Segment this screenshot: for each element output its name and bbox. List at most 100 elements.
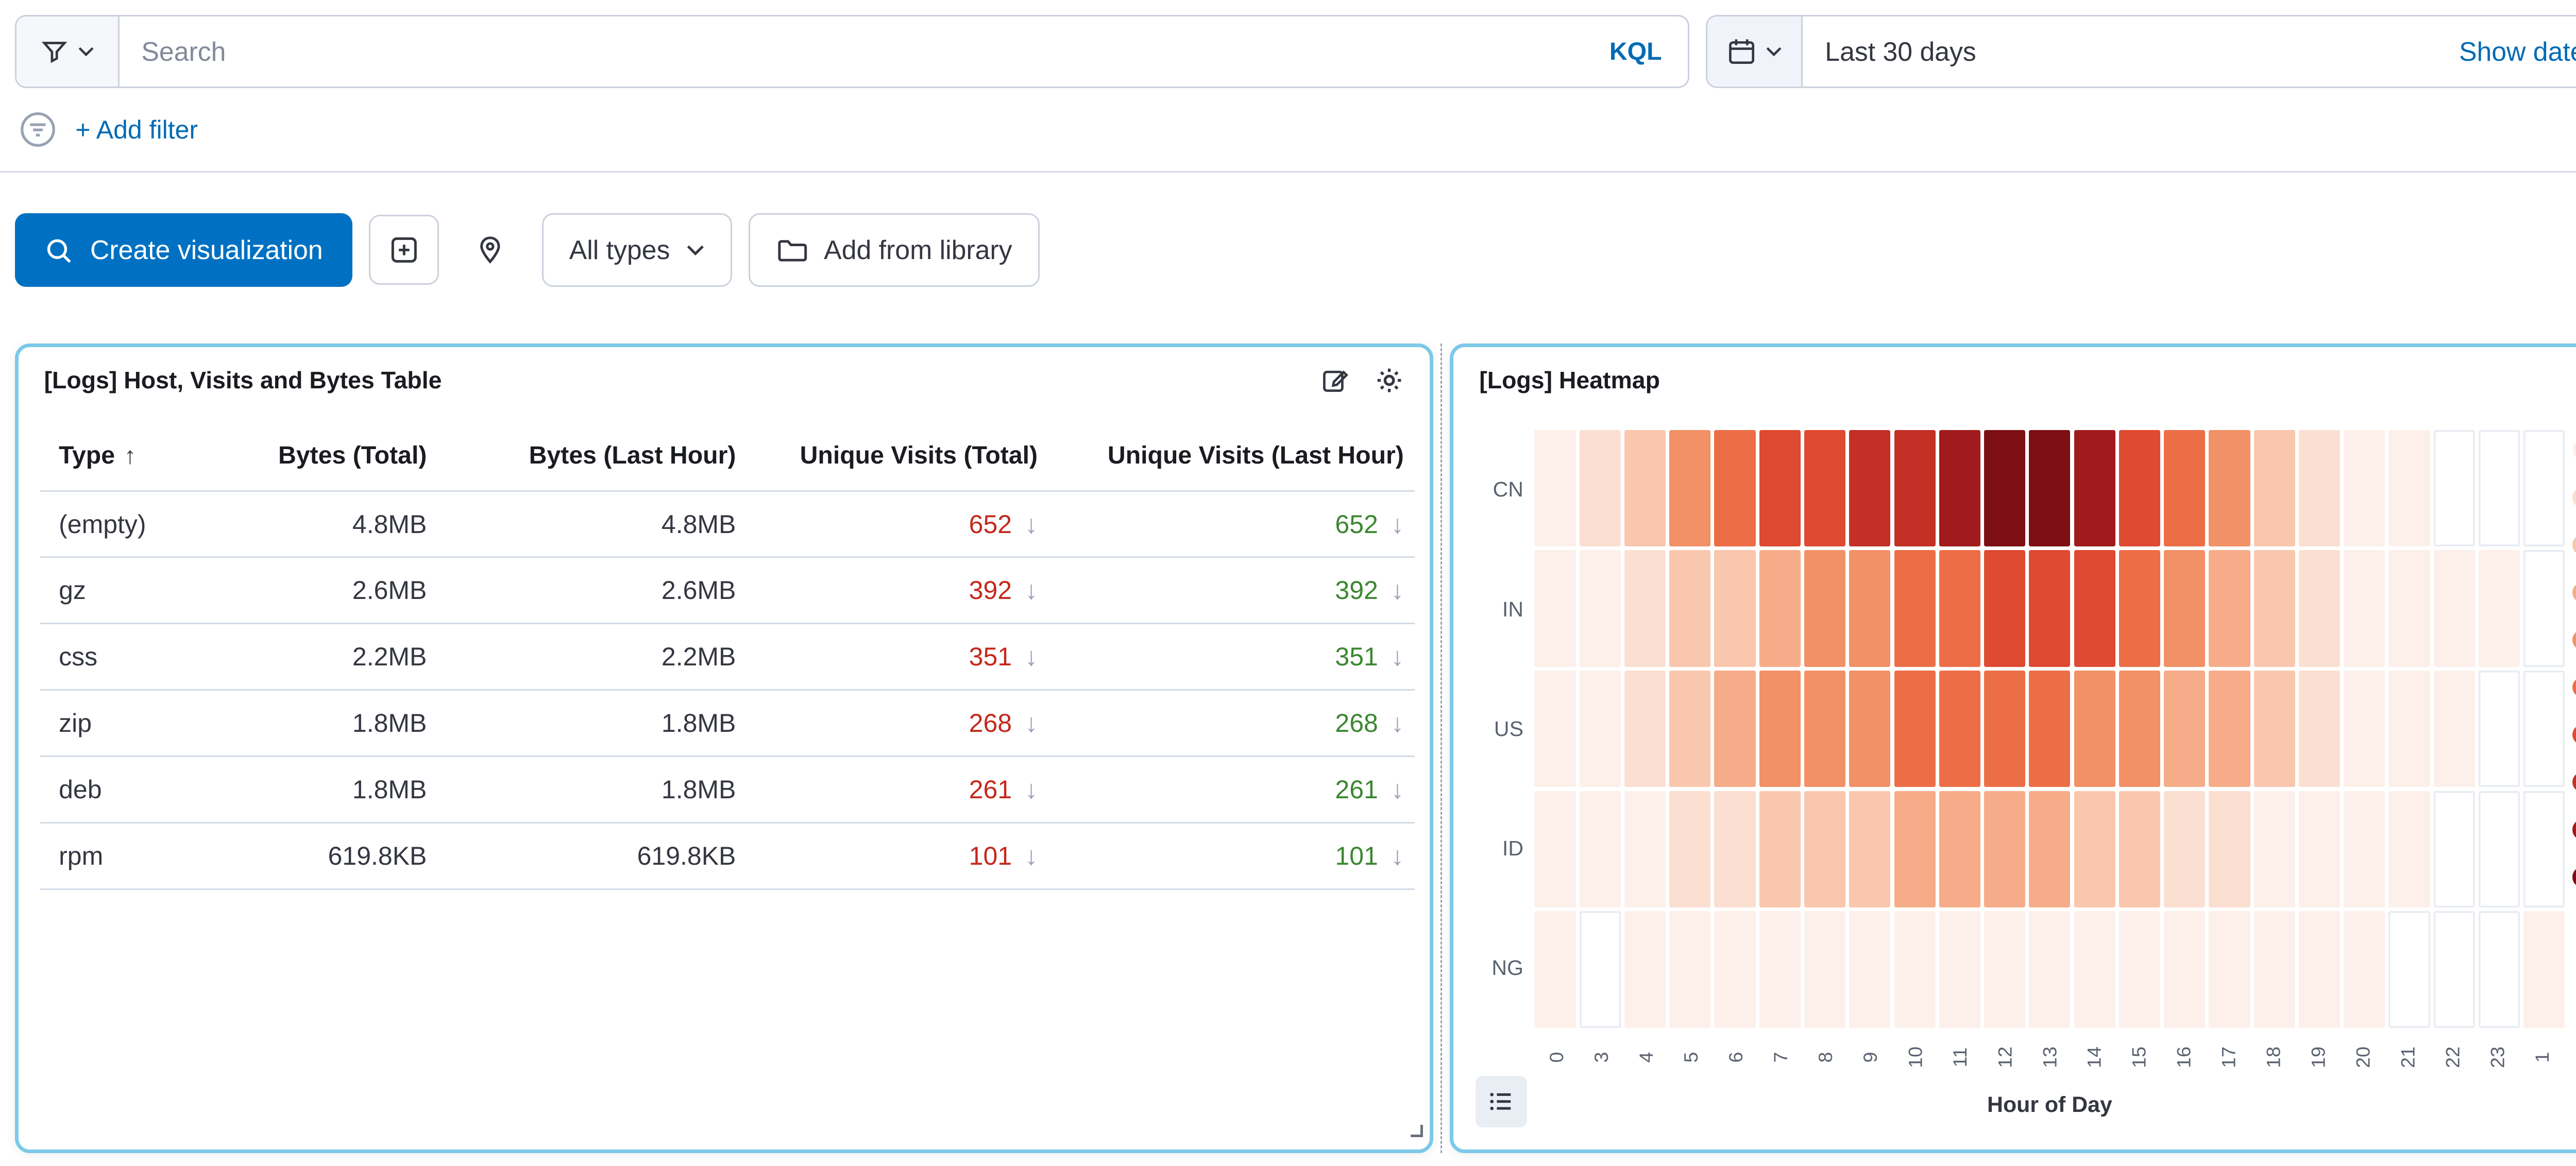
heatmap-cell[interactable]	[1624, 911, 1666, 1028]
heatmap-cell[interactable]	[2029, 671, 2071, 787]
heatmap-cell[interactable]	[2253, 430, 2295, 547]
heatmap-cell[interactable]	[2523, 791, 2565, 908]
heatmap-cell[interactable]	[1984, 791, 2026, 908]
legend-item[interactable]: 30 - 36	[2572, 663, 2576, 711]
legend-item[interactable]: 48 - 54	[2572, 806, 2576, 853]
heatmap-cell[interactable]	[2029, 911, 2071, 1028]
heatmap-cell[interactable]	[2388, 911, 2430, 1028]
heatmap-cell[interactable]	[2388, 671, 2430, 787]
heatmap-cell[interactable]	[1759, 791, 1801, 908]
filter-icon[interactable]	[19, 110, 57, 149]
date-range-display[interactable]: Last 30 days	[1825, 36, 1976, 66]
column-header-unique-visits-total[interactable]: Unique Visits (Total)	[747, 421, 1049, 492]
heatmap-cell[interactable]	[2074, 911, 2115, 1028]
heatmap-cell[interactable]	[1849, 430, 1891, 547]
column-header-bytes-total[interactable]: Bytes (Total)	[246, 421, 438, 492]
heatmap-cell[interactable]	[1939, 911, 1980, 1028]
add-from-library-button[interactable]: Add from library	[749, 213, 1040, 287]
heatmap-cell[interactable]	[1714, 430, 1756, 547]
heatmap-cell[interactable]	[1579, 791, 1621, 908]
saved-query-menu-button[interactable]	[16, 16, 120, 87]
heatmap-cell[interactable]	[1984, 550, 2026, 667]
legend-item[interactable]: 6 - 12	[2572, 474, 2576, 521]
column-header-bytes-last-hour[interactable]: Bytes (Last Hour)	[437, 421, 747, 492]
heatmap-cell[interactable]	[2119, 550, 2160, 667]
heatmap-cell[interactable]	[1669, 671, 1711, 787]
heatmap-cell[interactable]	[1939, 550, 1980, 667]
heatmap-cell[interactable]	[1714, 550, 1756, 667]
heatmap-cell[interactable]	[1894, 791, 1936, 908]
heatmap-cell[interactable]	[2344, 550, 2385, 667]
heatmap-cell[interactable]	[2074, 430, 2115, 547]
legend-item[interactable]: 24 - 30	[2572, 616, 2576, 663]
heatmap-cell[interactable]	[1984, 671, 2026, 787]
heatmap-cell[interactable]	[1534, 671, 1576, 787]
heatmap-cell[interactable]	[1894, 430, 1936, 547]
heatmap-cell[interactable]	[1804, 791, 1846, 908]
heatmap-cell[interactable]	[1849, 791, 1891, 908]
heatmap-cell[interactable]	[2479, 791, 2520, 908]
heatmap-cell[interactable]	[1669, 911, 1711, 1028]
heatmap-cell[interactable]	[1804, 911, 1846, 1028]
heatmap-cell[interactable]	[1939, 671, 1980, 787]
edit-controls-button[interactable]	[369, 215, 439, 285]
legend-item[interactable]: 12 - 18	[2572, 521, 2576, 569]
heatmap-cell[interactable]	[2164, 550, 2206, 667]
heatmap-cell[interactable]	[2298, 791, 2341, 908]
heatmap-cell[interactable]	[2029, 791, 2071, 908]
heatmap-cell[interactable]	[1759, 430, 1801, 547]
heatmap-cell[interactable]	[1759, 550, 1801, 667]
heatmap-cell[interactable]	[1534, 911, 1576, 1028]
heatmap-cell[interactable]	[1714, 911, 1756, 1028]
heatmap-cell[interactable]	[2253, 791, 2295, 908]
search-input[interactable]	[119, 16, 1584, 87]
heatmap-cell[interactable]	[2209, 550, 2250, 667]
heatmap-cell[interactable]	[2523, 911, 2565, 1028]
heatmap-cell[interactable]	[1714, 671, 1756, 787]
heatmap-cell[interactable]	[2523, 671, 2565, 787]
heatmap-cell[interactable]	[2298, 911, 2341, 1028]
column-header-type[interactable]: Type ↑	[40, 421, 247, 492]
heatmap-cell[interactable]	[2164, 911, 2206, 1028]
heatmap-cell[interactable]	[1579, 430, 1621, 547]
heatmap-cell[interactable]	[1984, 911, 2026, 1028]
heatmap-cell[interactable]	[1849, 671, 1891, 787]
heatmap-cell[interactable]	[2164, 430, 2206, 547]
add-filter-link[interactable]: + Add filter	[75, 115, 198, 144]
heatmap-cell[interactable]	[2029, 430, 2071, 547]
legend-item[interactable]: 36 - 42	[2572, 711, 2576, 759]
heatmap-cell[interactable]	[2523, 430, 2565, 547]
heatmap-cell[interactable]	[1894, 671, 1936, 787]
create-visualization-button[interactable]: Create visualization	[14, 213, 352, 287]
heatmap-cell[interactable]	[1759, 671, 1801, 787]
heatmap-cell[interactable]	[2433, 550, 2475, 667]
heatmap-cell[interactable]	[1579, 911, 1621, 1028]
date-picker-menu-button[interactable]	[1707, 16, 1803, 87]
heatmap-cell[interactable]	[1624, 430, 1666, 547]
heatmap-cell[interactable]	[1624, 550, 1666, 667]
map-button[interactable]	[455, 215, 526, 285]
heatmap-cell[interactable]	[1579, 550, 1621, 667]
heatmap-cell[interactable]	[2253, 550, 2295, 667]
heatmap-cell[interactable]	[2119, 911, 2160, 1028]
heatmap-cell[interactable]	[1534, 430, 1576, 547]
heatmap-cell[interactable]	[2433, 791, 2475, 908]
heatmap-cell[interactable]	[2388, 430, 2430, 547]
heatmap-cell[interactable]	[2164, 791, 2206, 908]
heatmap-cell[interactable]	[1714, 791, 1756, 908]
heatmap-cell[interactable]	[2209, 911, 2250, 1028]
heatmap-cell[interactable]	[2209, 671, 2250, 787]
panel-resize-handle[interactable]	[1402, 1111, 1425, 1145]
legend-item[interactable]: 18 - 24	[2572, 569, 2576, 616]
heatmap-cell[interactable]	[2388, 791, 2430, 908]
heatmap-cell[interactable]	[2479, 550, 2520, 667]
column-header-unique-visits-last-hour[interactable]: Unique Visits (Last Hour)	[1048, 421, 1415, 492]
heatmap-cell[interactable]	[1984, 430, 2026, 547]
heatmap-cell[interactable]	[2479, 911, 2520, 1028]
heatmap-cell[interactable]	[2479, 671, 2520, 787]
heatmap-cell[interactable]	[1534, 550, 1576, 667]
heatmap-cell[interactable]	[2119, 791, 2160, 908]
heatmap-cell[interactable]	[1669, 791, 1711, 908]
heatmap-cell[interactable]	[2253, 911, 2295, 1028]
heatmap-cell[interactable]	[1939, 430, 1980, 547]
